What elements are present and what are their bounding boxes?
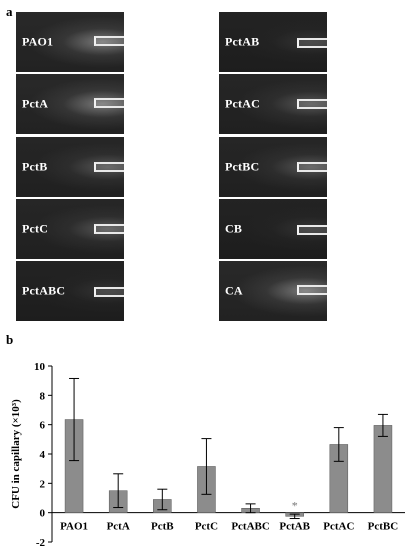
tile-label: PctABC (22, 283, 66, 298)
tile-background (219, 199, 327, 259)
y-tick-label: 6 (40, 420, 46, 432)
tile-label: CA (225, 283, 243, 298)
microscopy-tile-pctc: PctC (16, 199, 124, 259)
bar-pctbc (373, 425, 393, 513)
bars (64, 377, 393, 520)
tile-background (219, 12, 327, 72)
tile-label: PctAB (225, 34, 260, 49)
category-label-pctbc: PctBC (368, 521, 399, 533)
y-tick-label: 10 (34, 361, 46, 373)
y-axis-label-group: CFU in capillary (×10³) (10, 399, 22, 509)
capillary-tube (297, 99, 327, 109)
capillary-tube (94, 36, 124, 46)
y-tick-label: 2 (40, 478, 46, 490)
tile-label: PctC (22, 221, 49, 236)
microscopy-tile-pcta: PctA (16, 74, 124, 134)
tile-label: PctB (22, 159, 48, 174)
significance-asterisk: * (292, 499, 298, 513)
y-tick-label: 4 (40, 449, 46, 461)
microscopy-tile-pao1: PAO1 (16, 12, 124, 72)
tile-label: PctA (22, 96, 49, 111)
capillary-tube (94, 162, 124, 172)
microscopy-tile-cb: CB (219, 199, 327, 259)
category-label-pctc: PctC (195, 521, 218, 533)
category-label-pctb: PctB (151, 521, 174, 533)
tile-label: CB (225, 221, 243, 236)
tile-background (219, 74, 327, 134)
microscopy-tile-pctbc: PctBC (219, 137, 327, 197)
tile-label: PctBC (225, 159, 260, 174)
tile-background (16, 137, 124, 197)
tile-label: PAO1 (22, 34, 54, 49)
y-axis-label: CFU in capillary (×10³) (10, 399, 22, 509)
capillary-tube (297, 38, 327, 48)
capillary-tube (297, 285, 327, 295)
capillary-tube (297, 162, 327, 172)
microscopy-tile-pctac: PctAC (219, 74, 327, 134)
y-tick-label: -2 (36, 537, 46, 549)
tile-label: PctAC (225, 96, 260, 111)
microscopy-tile-pctab: PctAB (219, 12, 327, 72)
capillary-tube (94, 98, 124, 108)
category-label-pctab: PctAB (279, 521, 310, 533)
y-tick-label: 0 (40, 508, 46, 520)
microscopy-tile-pctb: PctB (16, 137, 124, 197)
tile-background (16, 261, 124, 321)
bar-chart: CFU in capillary (×10³) -2 0 2 4 6 8 10 PAO1 Pc… (10, 361, 405, 549)
panel-a-letter: a (6, 4, 13, 19)
capillary-tube (94, 287, 124, 297)
y-tick-label: 8 (40, 390, 46, 402)
category-label-pcta: PctA (107, 521, 130, 533)
tile-background (219, 137, 327, 197)
microscopy-tile-ca: CA (219, 261, 327, 321)
capillary-tube (94, 224, 124, 234)
category-label-pctac: PctAC (323, 521, 354, 533)
category-label-pctabc: PctABC (231, 521, 270, 533)
category-label-pao1: PAO1 (60, 521, 88, 533)
microscopy-tile-pctabc: PctABC (16, 261, 124, 321)
tile-background (16, 199, 124, 259)
capillary-tube (297, 225, 327, 235)
tile-background (16, 12, 124, 72)
panel-b-letter: b (6, 332, 14, 347)
category-labels: PAO1 PctA PctB PctC PctABC PctAB PctAC PctBC * (60, 499, 398, 533)
tile-background (219, 261, 327, 321)
tile-background (16, 74, 124, 134)
